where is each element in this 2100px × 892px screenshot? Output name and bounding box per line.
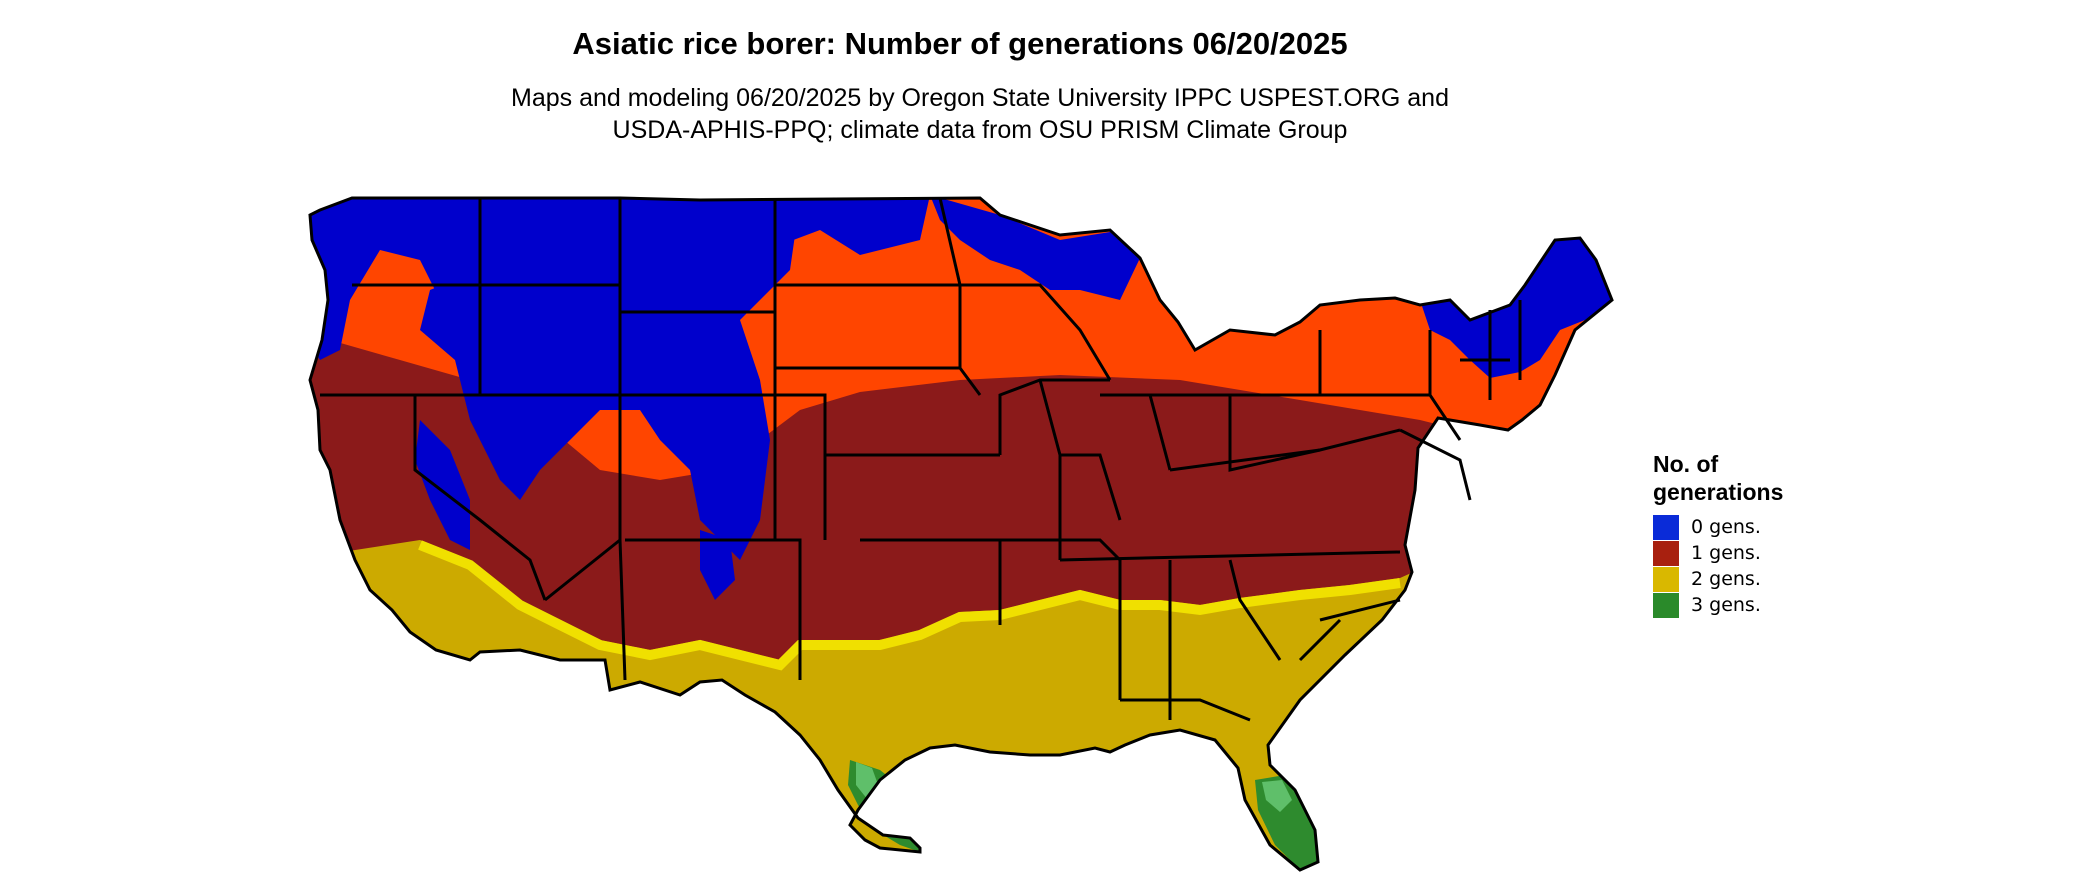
zone-0-gen-great-lakes <box>930 198 1140 300</box>
subtitle-line-2: USDA-APHIS-PPQ; climate data from OSU PR… <box>612 116 1348 144</box>
zone-0-gen-new-mexico <box>700 530 735 600</box>
subtitle-line-1: Maps and modeling 06/20/2025 by Oregon S… <box>511 84 1449 112</box>
legend-title-line-2: generations <box>1653 479 1784 505</box>
legend-label: 1 gens. <box>1691 542 1761 564</box>
legend-item-3-gens: 3 gens. <box>1653 592 1783 618</box>
legend-item-0-gens: 0 gens. <box>1653 514 1783 540</box>
map-title: Asiatic rice borer: Number of generation… <box>572 26 1348 61</box>
legend-swatch <box>1653 566 1679 592</box>
zone-3-gen-florida-light <box>1262 780 1292 812</box>
legend-swatch <box>1653 592 1679 618</box>
map-subtitle: Maps and modeling 06/20/2025 by Oregon S… <box>410 82 1550 146</box>
zone-2-gen-edge <box>418 540 1401 671</box>
legend-title: No. of generations <box>1653 450 1783 506</box>
legend-label: 2 gens. <box>1691 568 1761 590</box>
legend-swatch <box>1653 514 1679 540</box>
state-borders <box>308 196 1614 872</box>
legend-item-2-gens: 2 gens. <box>1653 566 1783 592</box>
zone-0-gen-northwest <box>310 198 560 360</box>
zone-0-gen-sierra <box>415 420 470 550</box>
legend-label: 3 gens. <box>1691 594 1761 616</box>
legend-title-line-1: No. of <box>1653 451 1719 477</box>
legend-item-1-gens: 1 gens. <box>1653 540 1783 566</box>
legend-swatch <box>1653 540 1679 566</box>
legend: No. of generations 0 gens. 1 gens. 2 gen… <box>1653 450 1783 618</box>
zone-0-gen-new-england <box>1420 238 1612 378</box>
zone-0-gen-montana <box>540 198 930 280</box>
legend-label: 0 gens. <box>1691 516 1761 538</box>
zone-0-gen-rockies <box>420 200 800 560</box>
